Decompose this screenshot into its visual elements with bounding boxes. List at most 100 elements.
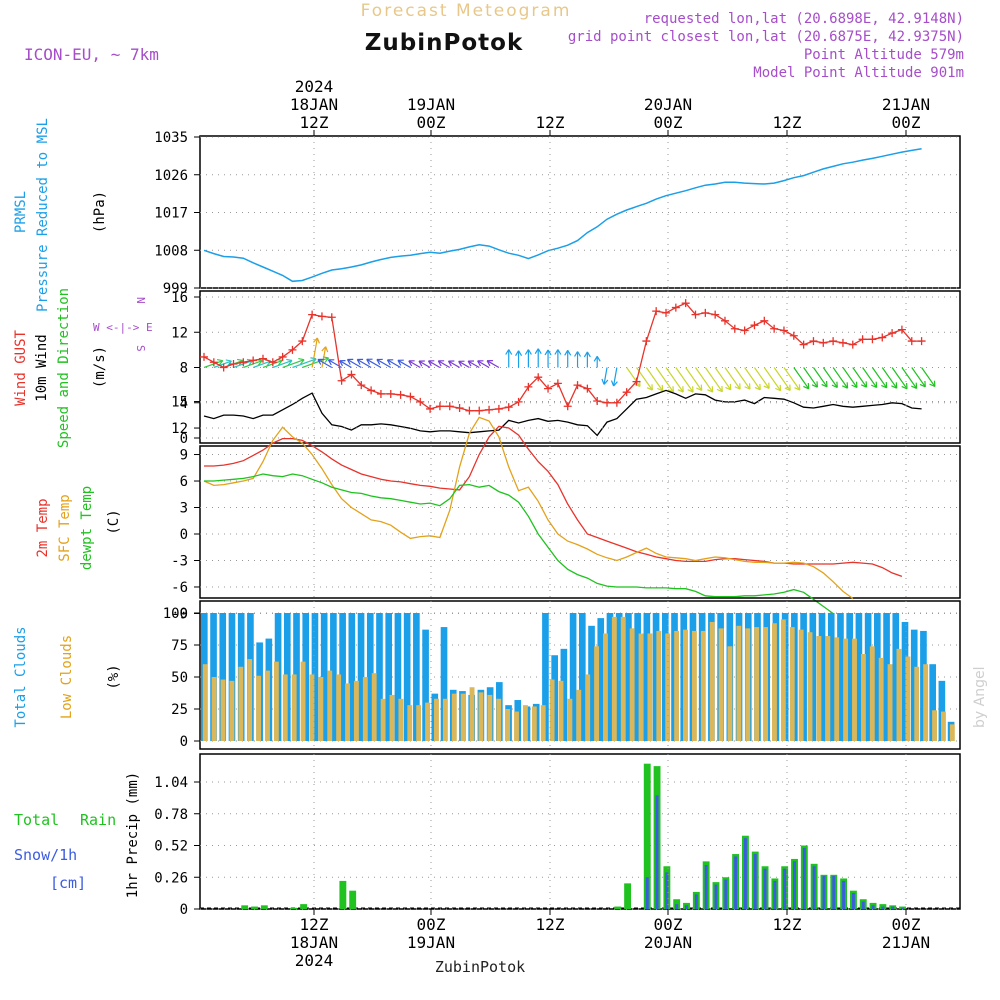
gust-marker <box>632 377 641 386</box>
wind-arrow-head <box>901 382 908 390</box>
wind-arrow <box>603 367 608 385</box>
wind-arrow-head <box>583 351 591 358</box>
wind-arrow <box>626 367 641 387</box>
wind-arrow-head <box>418 360 425 367</box>
gust-marker <box>553 379 562 388</box>
wind-arrow-head <box>677 386 684 393</box>
total-cloud-bar <box>938 680 946 741</box>
wind-arrow <box>477 360 490 369</box>
total-cloud-bar <box>551 655 558 741</box>
gust-marker <box>298 337 307 346</box>
low-cloud-bar <box>789 627 795 741</box>
bottom-time-label: 12Z <box>773 915 802 934</box>
low-cloud-bar <box>558 680 564 741</box>
wind-arrow <box>311 337 318 368</box>
low-cloud-bar <box>327 670 333 741</box>
wind-arrow-head <box>486 360 493 367</box>
snow-bar <box>694 894 698 909</box>
wind-arrow-head <box>860 381 868 388</box>
gust-marker <box>622 388 631 397</box>
top-time-label: 00Z <box>417 113 446 132</box>
rain-bar <box>290 907 298 909</box>
wind-arrow <box>714 367 732 391</box>
wind-arrow-head <box>929 380 936 388</box>
snow-bar <box>743 838 747 909</box>
low-cloud-bar <box>336 674 342 741</box>
rain-bar <box>339 880 347 909</box>
gust-marker <box>426 404 435 413</box>
wind-arrow-head <box>346 358 354 365</box>
low-cloud-bar <box>754 627 760 741</box>
precip-panel: Total Rain Snow/1h [cm] 1hr Precip (mm) … <box>14 753 961 918</box>
top-time-label: 2024 <box>295 77 334 96</box>
snow-bar <box>793 861 796 909</box>
total-cloud-bar <box>634 613 641 741</box>
gust-marker <box>485 405 494 414</box>
gust-marker <box>504 403 513 412</box>
gust-marker <box>868 335 877 344</box>
precip-y-axis: 1.04 0.78 0.52 0.26 0 <box>154 775 960 918</box>
gust-marker <box>888 329 897 338</box>
wind-arrow <box>871 367 888 389</box>
y-tick-label: 0.52 <box>154 839 188 855</box>
gust-marker <box>858 335 867 344</box>
wind-arrow-head <box>716 385 723 393</box>
total-cloud-bar <box>800 613 807 741</box>
total-cloud-bar <box>883 613 890 741</box>
low-cloud-bar <box>665 633 671 741</box>
wind-arrow-head <box>610 380 618 387</box>
low-cloud-bar <box>460 693 466 741</box>
total-cloud-bar <box>403 613 411 741</box>
wind-arrow-head <box>408 360 415 367</box>
gust-marker <box>819 338 828 347</box>
bottom-time-label: 00Z <box>417 915 446 934</box>
low-cloud-bar <box>798 629 804 741</box>
total-cloud-bar <box>422 629 429 741</box>
rain-bar <box>300 904 308 909</box>
y-tick-label: 1026 <box>154 168 188 184</box>
pressure-panel: PRMSL Pressure Reduced to MSL (hPa) 1035… <box>13 118 961 312</box>
wind-arrow <box>734 367 751 390</box>
y-tick-label: 0 <box>180 902 188 918</box>
gust-marker <box>583 384 592 393</box>
low-cloud-bar <box>282 674 288 741</box>
wind-arrow <box>282 359 305 369</box>
temp-dewpt-label: dewpt Temp <box>79 486 95 570</box>
wind-arrow-head <box>564 349 572 356</box>
y-tick-label: -9 <box>171 606 188 622</box>
total-clouds-label: Total Clouds <box>13 626 29 727</box>
wind-arrow-head <box>313 337 320 344</box>
snow-bar <box>812 866 816 909</box>
precip-panel-frame <box>199 753 961 910</box>
wind-arrow-head <box>821 380 828 388</box>
low-cloud-bar <box>407 705 413 741</box>
low-cloud-bar <box>247 659 253 741</box>
gust-marker <box>750 321 759 330</box>
low-cloud-bar <box>932 710 937 741</box>
gust-marker <box>897 325 906 334</box>
snow-bar <box>881 906 885 909</box>
wind-arrow-head <box>505 349 513 355</box>
total-cloud-bar <box>542 613 549 741</box>
wind-unit: (m/s) <box>92 346 108 388</box>
y-tick-label: 75 <box>171 638 188 654</box>
wind-arrow <box>397 359 411 369</box>
wind-arrow <box>822 367 838 388</box>
pressure-line <box>203 147 922 283</box>
temperature-y-axis: 15 12 9 6 3 0 -3 -6 -9 <box>171 395 960 622</box>
wind-arrow-head <box>601 378 609 385</box>
model-label: ICON-EU, ~ 7km <box>24 45 159 64</box>
wind-arrow <box>347 358 362 369</box>
gust-marker <box>681 299 690 308</box>
total-cloud-bar <box>643 613 651 741</box>
gust-marker <box>445 402 454 411</box>
gust-marker <box>278 352 287 361</box>
total-cloud-bar <box>376 613 383 741</box>
gust-marker <box>249 356 258 365</box>
gust-marker <box>406 392 415 401</box>
wind-arrow <box>418 360 431 369</box>
snow-bar <box>734 856 738 909</box>
wind-arrow <box>852 367 868 388</box>
precip-unit: 1hr Precip (mm) <box>125 772 141 898</box>
gust-marker <box>593 396 602 405</box>
